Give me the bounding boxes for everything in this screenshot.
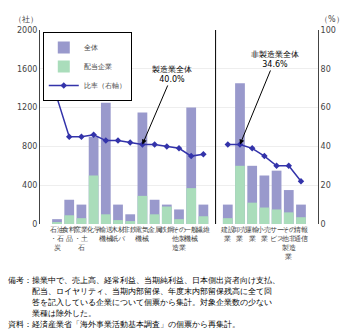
- svg-text:化学: 化学: [87, 226, 101, 234]
- svg-text:2000: 2000: [17, 26, 37, 35]
- svg-text:40: 40: [321, 142, 331, 151]
- svg-text:1200: 1200: [17, 103, 37, 112]
- svg-text:石油・石炭: 石油・石炭: [50, 226, 64, 252]
- svg-text:20: 20: [321, 181, 331, 190]
- svg-text:建設業: 建設業: [220, 226, 235, 243]
- svg-text:電気機械: 電気機械: [135, 226, 149, 243]
- svg-text:運輸業: 運輸業: [245, 226, 259, 243]
- svg-text:窯業・土石: 窯業・土石: [74, 226, 88, 252]
- svg-text:資料：経済産業省「海外事業活動基本調査」の個票から再集計。: 資料：経済産業省「海外事業活動基本調査」の個票から再集計。: [8, 320, 240, 329]
- svg-text:800: 800: [22, 142, 37, 151]
- svg-text:比率（右軸）: 比率（右軸）: [84, 82, 126, 90]
- svg-text:その他非製造業: その他非製造業: [282, 226, 296, 261]
- svg-text:（社）: （社）: [14, 15, 38, 24]
- svg-text:金属: 金属: [148, 226, 162, 234]
- svg-text:配当企業: 配当企業: [84, 63, 112, 71]
- svg-text:小売業: 小売業: [257, 226, 271, 243]
- svg-text:サービス: サービス: [270, 226, 284, 243]
- svg-text:1600: 1600: [17, 65, 37, 74]
- svg-text:非製造業全体34.6%: 非製造業全体34.6%: [251, 50, 299, 69]
- svg-text:配当、ロイヤリティ、当期内部留保、年度末内部留保残高に全て回: 配当、ロイヤリティ、当期内部留保、年度末内部留保残高に全て回: [8, 287, 272, 296]
- svg-text:400: 400: [22, 181, 37, 190]
- svg-text:業種は除外した。: 業種は除外した。: [8, 309, 96, 318]
- svg-text:製造業全体40.0%: 製造業全体40.0%: [152, 65, 192, 84]
- svg-text:0: 0: [32, 220, 37, 229]
- svg-text:輸送機械: 輸送機械: [99, 226, 113, 243]
- svg-text:100: 100: [321, 26, 336, 35]
- svg-text:繊維: 繊維: [195, 226, 210, 234]
- svg-text:答を記入している企業について個票から集計。対象企業数の少ない: 答を記入している企業について個票から集計。対象企業数の少ない: [8, 298, 272, 307]
- svg-text:情報通信: 情報通信: [293, 226, 308, 243]
- svg-text:鉄鋼: 鉄鋼: [160, 226, 174, 234]
- svg-text:（%）: （%）: [320, 15, 344, 24]
- svg-text:卸売業: 卸売業: [233, 226, 247, 243]
- svg-text:0: 0: [321, 220, 326, 229]
- svg-text:備考：操業中で、売上高、経常利益、当期純利益、日本側出資者向: 備考：操業中で、売上高、経常利益、当期純利益、日本側出資者向け支払、: [8, 276, 280, 285]
- svg-text:一般機械: 一般機械: [184, 226, 198, 243]
- svg-text:その他製造業: その他製造業: [172, 226, 186, 252]
- svg-text:全体: 全体: [84, 44, 98, 52]
- svg-text:食料品: 食料品: [62, 226, 76, 243]
- svg-text:80: 80: [321, 65, 331, 74]
- svg-text:60: 60: [321, 103, 331, 112]
- svg-text:非鉄: 非鉄: [123, 226, 137, 234]
- svg-text:木材紙パ: 木材紙パ: [111, 226, 126, 243]
